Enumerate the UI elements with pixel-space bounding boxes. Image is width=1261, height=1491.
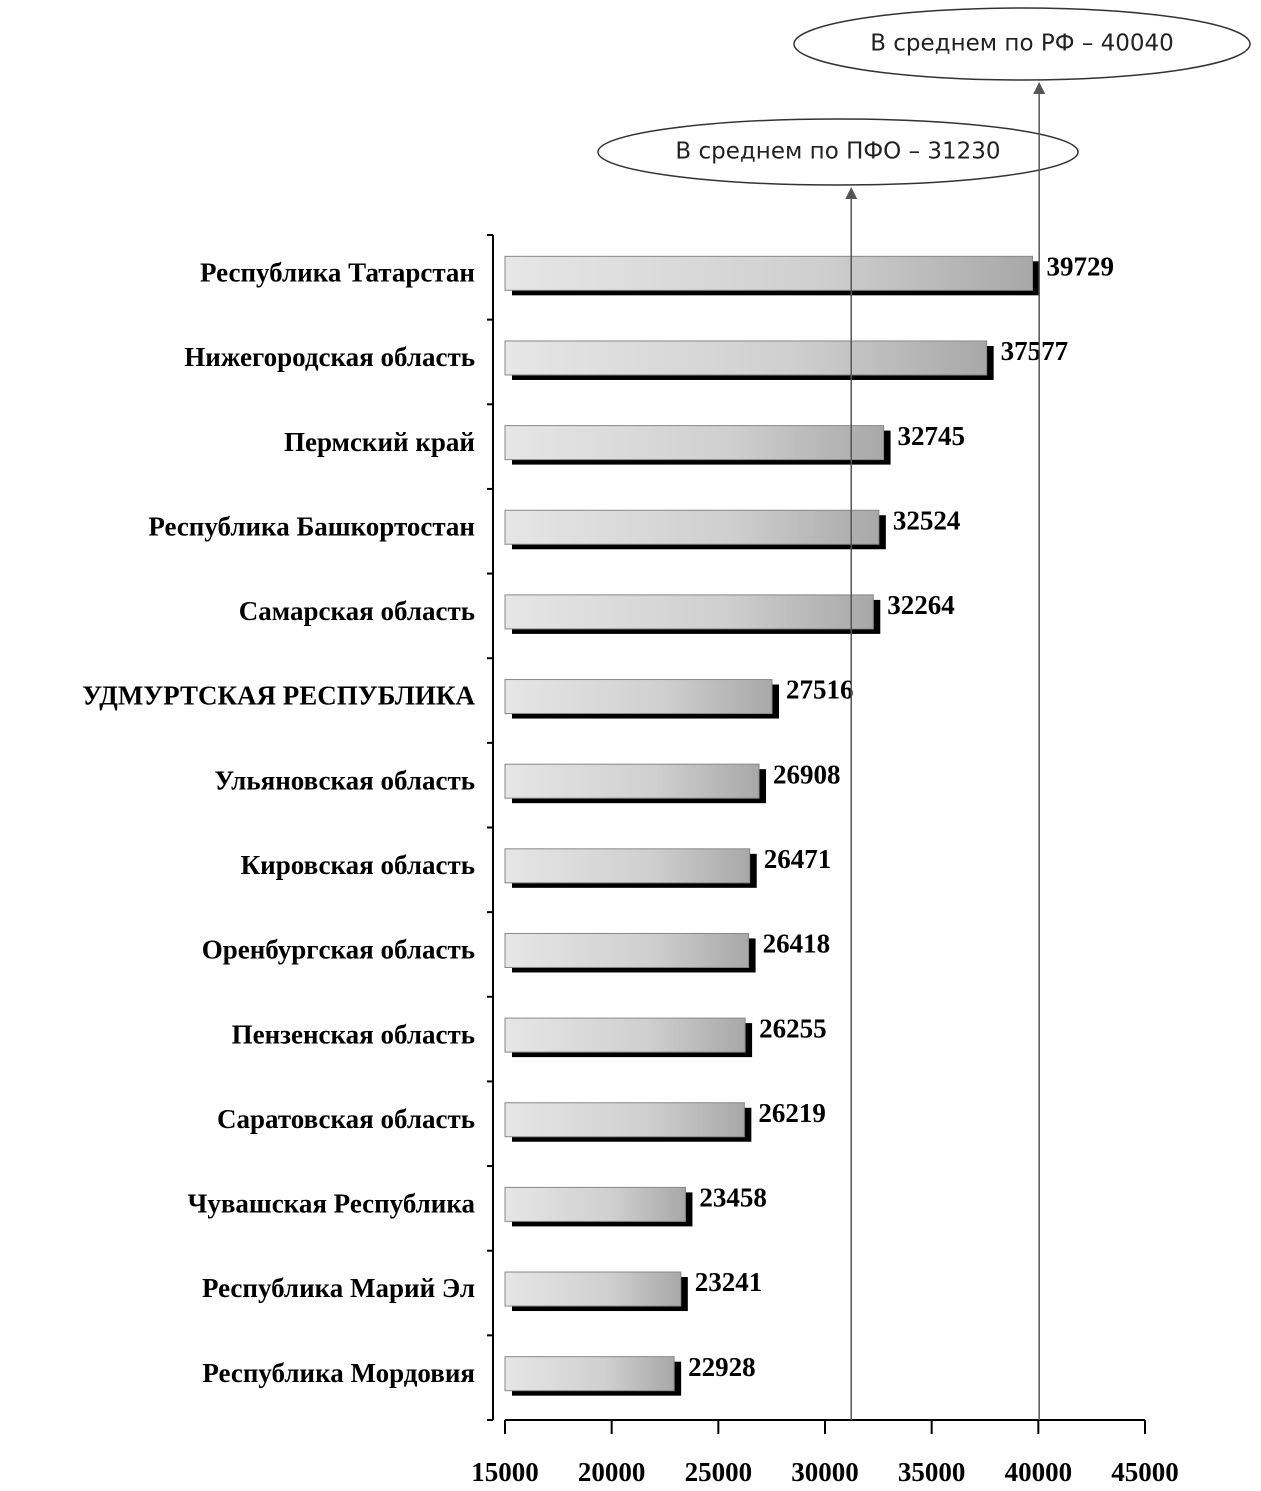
x-tick-label: 15000 bbox=[471, 1457, 539, 1487]
value-label: 32524 bbox=[893, 505, 961, 535]
value-label: 26418 bbox=[763, 929, 831, 959]
reference-label: В среднем по РФ – 40040 bbox=[870, 31, 1174, 57]
value-label: 26471 bbox=[764, 844, 832, 874]
category-label: УДМУРТСКАЯ РЕСПУБЛИКА bbox=[82, 681, 475, 711]
bar bbox=[504, 1102, 745, 1138]
category-label: Саратовская область bbox=[217, 1104, 475, 1134]
value-label: 37577 bbox=[1001, 336, 1068, 366]
bar bbox=[504, 848, 751, 884]
category-label: Нижегородская область bbox=[184, 342, 475, 372]
bar bbox=[504, 594, 874, 630]
bar bbox=[504, 763, 760, 799]
x-tick-label: 20000 bbox=[578, 1457, 646, 1487]
bar bbox=[504, 340, 988, 376]
x-tick-label: 35000 bbox=[898, 1457, 966, 1487]
value-label: 39729 bbox=[1047, 252, 1115, 282]
bar bbox=[504, 1186, 686, 1222]
category-label: Чувашская Республика bbox=[188, 1189, 476, 1219]
value-label: 26219 bbox=[758, 1098, 826, 1128]
value-label: 22928 bbox=[688, 1352, 756, 1382]
category-label: Пермский край bbox=[284, 427, 475, 457]
category-label: Пензенская область bbox=[232, 1019, 475, 1049]
bar bbox=[504, 932, 750, 968]
x-tick-label: 40000 bbox=[1005, 1457, 1073, 1487]
category-label: Республика Мордовия bbox=[202, 1358, 475, 1388]
category-label: Республика Татарстан bbox=[200, 258, 475, 288]
category-label: Кировская область bbox=[241, 850, 475, 880]
value-label: 27516 bbox=[786, 675, 854, 705]
bar bbox=[504, 255, 1034, 291]
bar bbox=[504, 509, 880, 545]
value-label: 23241 bbox=[695, 1267, 763, 1297]
bar bbox=[504, 1017, 746, 1053]
category-label: Ульяновская область bbox=[214, 765, 475, 795]
category-label: Республика Башкортостан bbox=[148, 511, 475, 541]
category-label: Республика Марий Эл bbox=[202, 1273, 475, 1303]
category-label: Самарская область bbox=[239, 596, 475, 626]
bar bbox=[504, 1271, 682, 1307]
value-label: 32264 bbox=[887, 590, 955, 620]
x-tick-label: 25000 bbox=[685, 1457, 753, 1487]
value-label: 26908 bbox=[773, 759, 841, 789]
value-label: 26255 bbox=[759, 1013, 827, 1043]
reference-label: В среднем по ПФО – 31230 bbox=[675, 139, 1000, 165]
category-label: Оренбургская область bbox=[202, 935, 475, 965]
x-tick-label: 45000 bbox=[1111, 1457, 1179, 1487]
bar bbox=[504, 1356, 675, 1392]
value-label: 32745 bbox=[898, 421, 966, 451]
callout bbox=[597, 118, 1079, 186]
x-tick-label: 30000 bbox=[791, 1457, 859, 1487]
callout bbox=[793, 7, 1251, 81]
bar bbox=[504, 679, 773, 715]
value-label: 23458 bbox=[699, 1183, 767, 1213]
bar bbox=[504, 425, 885, 461]
